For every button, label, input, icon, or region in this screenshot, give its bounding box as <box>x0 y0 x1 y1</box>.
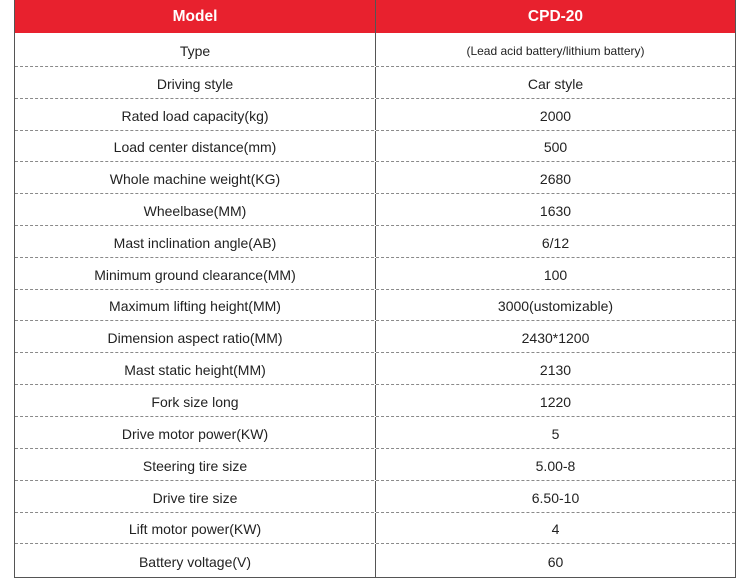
param-fork-size: Fork size long <box>15 385 376 416</box>
table-row: Fork size long 1220 <box>15 385 735 417</box>
table-row: Mast static height(MM) 2130 <box>15 353 735 385</box>
table-row: Steering tire size 5.00-8 <box>15 449 735 481</box>
table-row: Maximum lifting height(MM) 3000(ustomiza… <box>15 290 735 321</box>
value-load-center: 500 <box>543 139 568 155</box>
param-driving-style: Driving style <box>15 67 376 98</box>
value-steering-tire: 5.00-8 <box>535 457 576 474</box>
value-battery-voltage: 60 <box>547 553 564 570</box>
table-row: Drive motor power(KW) 5 <box>15 417 735 449</box>
table-row: Drive tire size 6.50-10 <box>15 481 735 513</box>
value-lifting-height: 3000(ustomizable) <box>497 298 614 314</box>
param-battery-voltage: Battery voltage(V) <box>15 544 376 577</box>
table-row: Driving style Car style <box>15 67 735 99</box>
table-row: Rated load capacity(kg) 2000 <box>15 99 735 131</box>
value-fork-size: 1220 <box>539 393 572 410</box>
value-drive-tire: 6.50-10 <box>531 489 580 506</box>
value-lift-motor: 4 <box>551 521 560 537</box>
table-row: Lift motor power(KW) 4 <box>15 513 735 544</box>
table-row: Dimension aspect ratio(MM) 2430*1200 <box>15 321 735 353</box>
table-row: Whole machine weight(KG) 2680 <box>15 162 735 194</box>
table-header-row: Model CPD-20 <box>15 0 735 33</box>
table-row: Load center distance(mm) 500 <box>15 131 735 162</box>
param-drive-motor: Drive motor power(KW) <box>15 417 376 448</box>
value-dimension-ratio: 2430*1200 <box>521 329 590 346</box>
param-steering-tire: Steering tire size <box>15 449 376 480</box>
param-rated-load: Rated load capacity(kg) <box>15 99 376 130</box>
value-machine-weight: 2680 <box>539 170 572 187</box>
param-machine-weight: Whole machine weight(KG) <box>15 162 376 193</box>
param-type: Type <box>15 33 376 66</box>
param-wheelbase: Wheelbase(MM) <box>15 194 376 225</box>
value-type: (Lead acid battery/lithium battery) <box>466 43 645 58</box>
value-drive-motor: 5 <box>551 425 560 442</box>
table-row: Wheelbase(MM) 1630 <box>15 194 735 226</box>
param-drive-tire: Drive tire size <box>15 481 376 512</box>
param-lift-motor: Lift motor power(KW) <box>15 513 376 543</box>
value-ground-clearance: 100 <box>543 266 568 283</box>
value-mast-inclination: 6/12 <box>541 234 570 251</box>
param-lifting-height: Maximum lifting height(MM) <box>15 290 376 320</box>
param-ground-clearance: Minimum ground clearance(MM) <box>15 258 376 289</box>
param-mast-inclination: Mast inclination angle(AB) <box>15 226 376 257</box>
value-wheelbase: 1630 <box>539 202 572 219</box>
table-row: Minimum ground clearance(MM) 100 <box>15 258 735 290</box>
value-driving-style: Car style <box>527 75 584 92</box>
table-row: Type (Lead acid battery/lithium battery) <box>15 33 735 67</box>
table-row: Mast inclination angle(AB) 6/12 <box>15 226 735 258</box>
header-model-value: CPD-20 <box>527 7 584 25</box>
param-mast-static-height: Mast static height(MM) <box>15 353 376 384</box>
table-row: Battery voltage(V) 60 <box>15 544 735 577</box>
spec-table: Model CPD-20 Type (Lead acid battery/lit… <box>14 0 736 578</box>
param-dimension-ratio: Dimension aspect ratio(MM) <box>15 321 376 352</box>
header-model-label: Model <box>15 0 376 33</box>
param-load-center: Load center distance(mm) <box>15 131 376 161</box>
value-rated-load: 2000 <box>539 107 572 124</box>
value-mast-static-height: 2130 <box>539 361 572 378</box>
